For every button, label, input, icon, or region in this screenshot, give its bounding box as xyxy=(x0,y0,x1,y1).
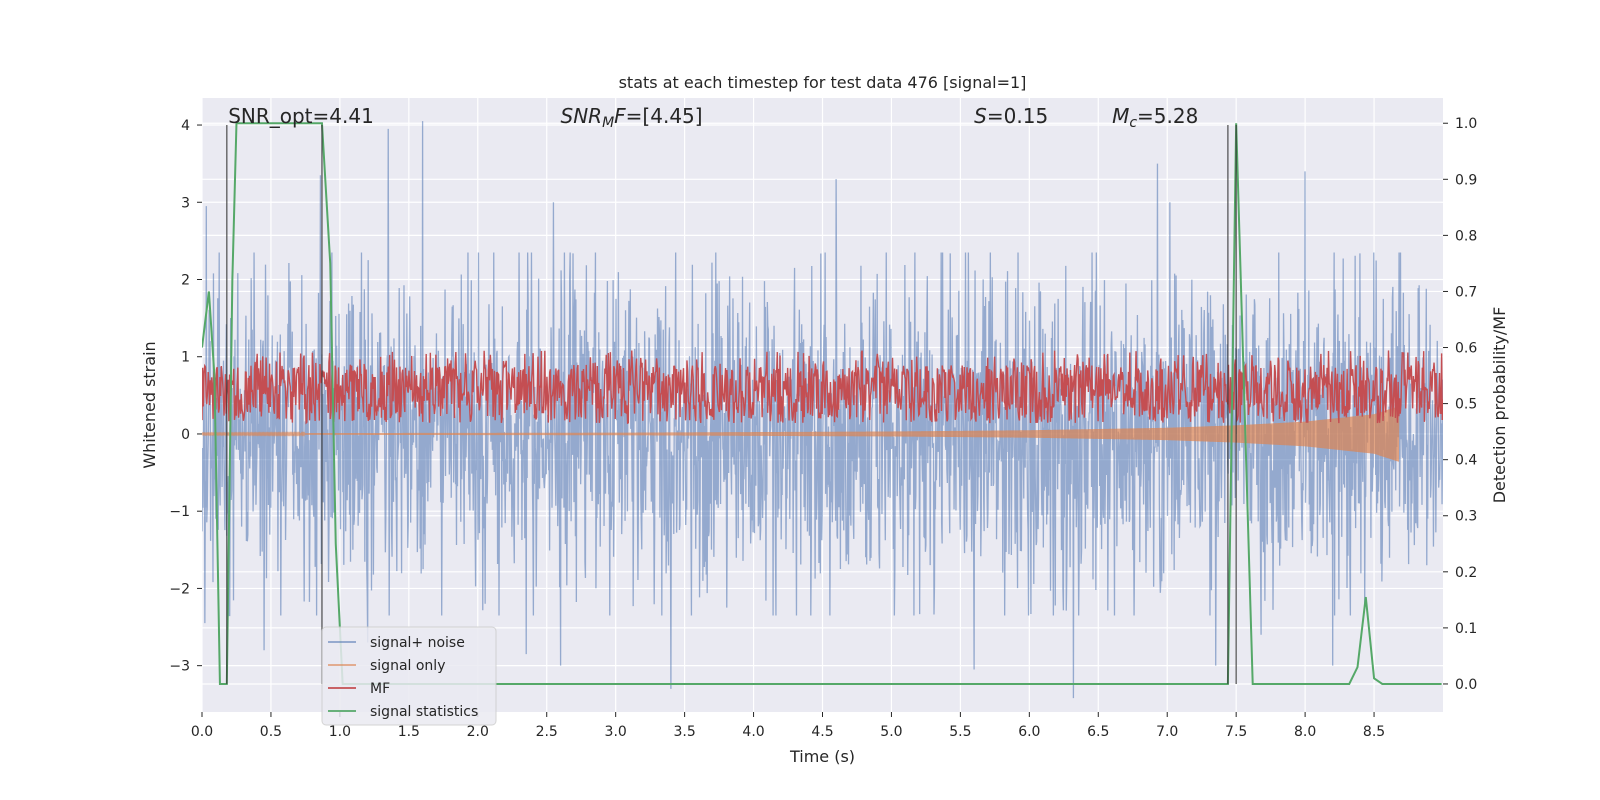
y-right-tick-label: 0.5 xyxy=(1455,397,1477,413)
x-tick-label: 6.0 xyxy=(1018,724,1040,740)
x-tick-label: 4.0 xyxy=(742,724,764,740)
x-tick-label: 4.5 xyxy=(811,724,833,740)
x-tick-label: 0.5 xyxy=(260,724,282,740)
legend-label: MF xyxy=(370,681,390,697)
y-tick-label: 2 xyxy=(181,272,190,288)
x-tick-label: 0.0 xyxy=(191,724,213,740)
y-right-tick-label: 0.7 xyxy=(1455,284,1477,300)
x-tick-label: 8.5 xyxy=(1363,724,1385,740)
x-tick-label: 8.0 xyxy=(1294,724,1316,740)
vertical-lines xyxy=(226,125,1237,684)
legend-box xyxy=(321,626,497,726)
annotation-mc: Mc=5.28 xyxy=(1112,104,1198,131)
y-axis-right-label: Detection probability/MF xyxy=(1490,307,1509,504)
y-tick-label: −2 xyxy=(169,581,190,597)
y-right-tick-label: 0.9 xyxy=(1455,172,1477,188)
legend-label: signal+ noise xyxy=(370,635,465,651)
y-tick-label: 4 xyxy=(181,118,190,134)
annotation-snr_mf: SNRMF=[4.45] xyxy=(561,104,703,131)
y-right-tick-label: 0.1 xyxy=(1455,621,1477,637)
y-axis-label: Whitened strain xyxy=(140,341,159,468)
y-right-tick-label: 0.3 xyxy=(1455,509,1477,525)
y-right-tick-label: 0.4 xyxy=(1455,453,1477,469)
x-axis-label: Time (s) xyxy=(789,747,855,766)
axes: 0.0 0.5 1.0 1.5 2.0 2.5 3.0 3.5 4.0 4.5 5.0 5.5 6.0 6… xyxy=(169,116,1477,740)
series-signal-only xyxy=(202,406,1400,462)
x-tick-label: 3.0 xyxy=(605,724,627,740)
x-tick-label: 5.5 xyxy=(949,724,971,740)
x-tick-label: 1.5 xyxy=(398,724,420,740)
y-right-tick-label: 1.0 xyxy=(1455,116,1477,132)
x-tick-label: 6.5 xyxy=(1087,724,1109,740)
y-tick-label: 1 xyxy=(181,350,190,366)
y-right-tick-label: 0.6 xyxy=(1455,341,1477,357)
x-tick-label: 1.0 xyxy=(329,724,351,740)
legend: signal+ noise signal only MF signal statist… xyxy=(321,626,497,726)
y-right-tick-label: 0.8 xyxy=(1455,228,1477,244)
annotations: SNR_opt=4.41 SNRMF=[4.45] S=0.15 Mc=5.28 xyxy=(228,104,1198,131)
y-tick-label: −3 xyxy=(169,659,190,675)
y-right-tick-label: 0.0 xyxy=(1455,677,1477,693)
legend-label: signal statistics xyxy=(370,704,478,720)
y-tick-label: −1 xyxy=(169,504,190,520)
x-tick-label: 5.0 xyxy=(880,724,902,740)
annotation-s: S=0.15 xyxy=(974,104,1048,128)
y-tick-label: 3 xyxy=(181,195,190,211)
y-tick-label: 0 xyxy=(181,427,190,443)
chart-title: stats at each timestep for test data 476… xyxy=(619,73,1027,92)
annotation-snr_opt: SNR_opt=4.41 xyxy=(228,104,374,128)
x-tick-label: 3.5 xyxy=(673,724,695,740)
x-tick-label: 7.5 xyxy=(1225,724,1247,740)
x-tick-label: 2.5 xyxy=(536,724,558,740)
x-tick-label: 2.0 xyxy=(467,724,489,740)
x-tick-label: 7.0 xyxy=(1156,724,1178,740)
legend-label: signal only xyxy=(370,658,445,674)
y-right-tick-label: 0.2 xyxy=(1455,565,1477,581)
